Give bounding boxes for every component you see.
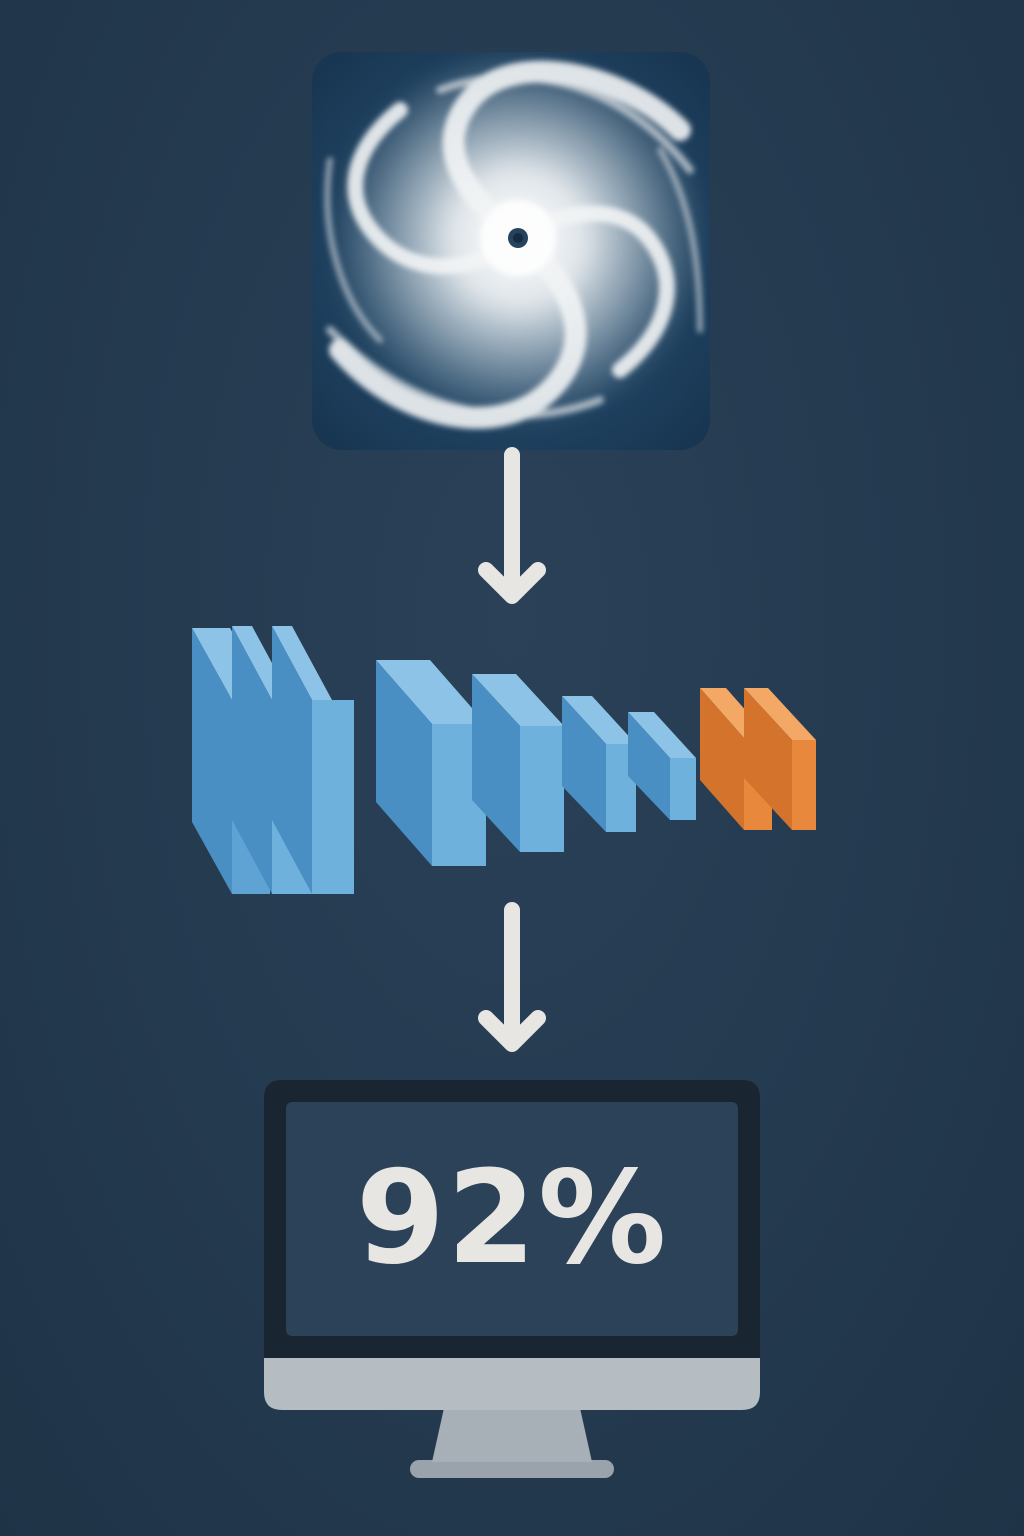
dense-layer-block	[744, 688, 816, 830]
conv-layer-block	[272, 626, 354, 894]
conv-layer-block	[376, 660, 486, 866]
prediction-value: 92%	[355, 1144, 669, 1293]
conv-layer-block	[472, 674, 564, 852]
conv-layer-block	[628, 712, 696, 820]
